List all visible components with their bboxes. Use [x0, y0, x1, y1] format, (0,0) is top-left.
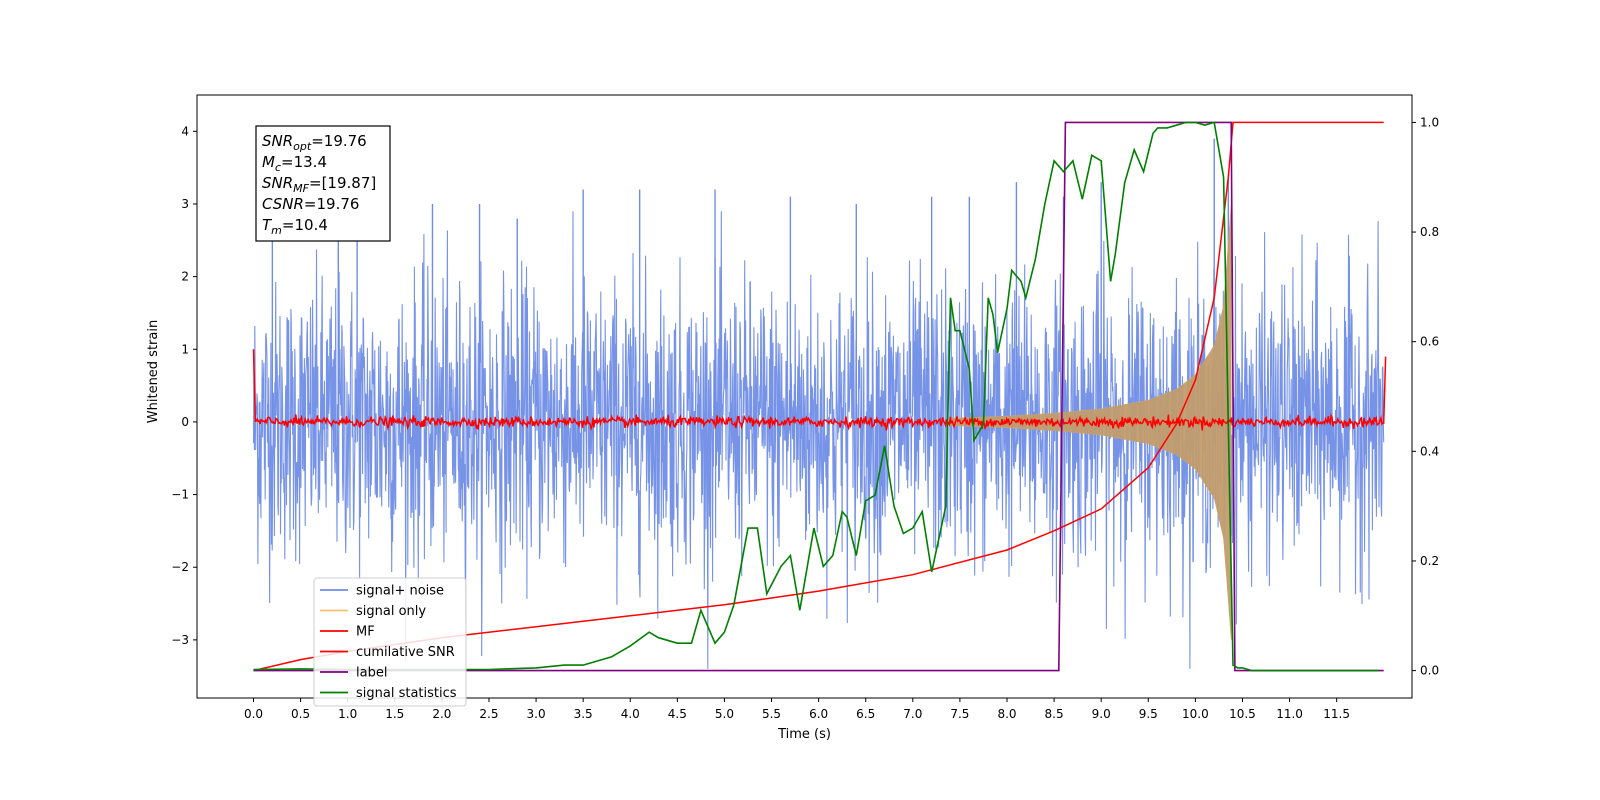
- annotation-symbol: CSNR: [262, 195, 304, 213]
- x-tick-label: 4.0: [621, 707, 640, 721]
- y-left-tick-label: 0: [181, 415, 189, 429]
- y-right-tick-label: 0.2: [1420, 554, 1439, 568]
- annotation-value: =10.4: [282, 216, 328, 234]
- annotation-line: CSNR=19.76: [262, 195, 359, 213]
- x-tick-label: 8.5: [1045, 707, 1064, 721]
- y-left-tick-label: −1: [171, 488, 189, 502]
- y-right-tick-label: 0.8: [1420, 225, 1439, 239]
- annotation-subscript: opt: [293, 140, 312, 153]
- y-right-tick-label: 0.0: [1420, 664, 1439, 678]
- legend-entry-label: signal+ noise: [356, 584, 444, 599]
- x-tick-label: 6.5: [856, 707, 875, 721]
- y-right-tick-label: 0.6: [1420, 335, 1439, 349]
- x-tick-label: 8.0: [997, 707, 1016, 721]
- series-signal-only-envelope: [950, 203, 1232, 640]
- x-tick-label: 5.5: [762, 707, 781, 721]
- y-left-tick-label: 3: [181, 197, 189, 211]
- annotation-symbol: T: [262, 216, 273, 234]
- x-tick-label: 10.0: [1182, 707, 1209, 721]
- axes-frame: [196, 94, 1413, 699]
- y-left-tick-label: −2: [171, 560, 189, 574]
- y-left-tick-label: 4: [181, 124, 189, 138]
- annotation-line: SNRopt=19.76: [262, 132, 367, 153]
- annotation-subscript: m: [271, 224, 282, 237]
- x-tick-label: 2.5: [479, 707, 498, 721]
- y-axis-label: Whitened strain: [146, 320, 161, 423]
- series-signal-statistics-line: [253, 121, 1379, 672]
- x-tick-label: 4.5: [668, 707, 687, 721]
- x-tick-label: 9.5: [1139, 707, 1158, 721]
- series-mf-line: [252, 349, 1387, 432]
- y-left-tick-label: 2: [181, 270, 189, 284]
- annotation-symbol: SNR: [262, 174, 293, 192]
- x-tick-label: 7.5: [950, 707, 969, 721]
- legend-entry-label: MF: [356, 625, 375, 640]
- legend-entry-label: label: [356, 666, 387, 681]
- x-tick-label: 0.0: [244, 707, 263, 721]
- x-tick-label: 1.5: [385, 707, 404, 721]
- annotation-value: =[19.87]: [309, 174, 376, 192]
- legend-entry-label: signal only: [356, 604, 426, 619]
- annotation-symbol: SNR: [262, 132, 293, 150]
- x-tick-label: 9.0: [1092, 707, 1111, 721]
- y-left-tick-label: 1: [181, 342, 189, 356]
- x-axis-label: Time (s): [777, 727, 831, 742]
- annotation-subscript: c: [275, 161, 281, 174]
- y-right-tick-label: 0.4: [1420, 444, 1439, 458]
- annotation-line: Tm=10.4: [262, 216, 328, 237]
- x-tick-label: 11.5: [1323, 707, 1350, 721]
- annotation-box: [255, 125, 391, 242]
- annotation-line: SNRMF=[19.87]: [262, 174, 376, 195]
- x-tick-label: 0.5: [291, 707, 310, 721]
- annotation-line: Mc=13.4: [262, 153, 327, 174]
- x-tick-label: 10.5: [1229, 707, 1256, 721]
- legend-box: [313, 577, 467, 707]
- x-tick-label: 5.0: [715, 707, 734, 721]
- x-tick-label: 1.0: [338, 707, 357, 721]
- x-tick-label: 3.0: [527, 707, 546, 721]
- y-right-tick-label: 1.0: [1420, 115, 1439, 129]
- annotation-value: =19.76: [304, 195, 360, 213]
- x-tick-label: 6.0: [809, 707, 828, 721]
- legend-entry-label: cumilative SNR: [356, 645, 455, 660]
- x-tick-label: 11.0: [1276, 707, 1303, 721]
- annotation-symbol: M: [262, 153, 275, 171]
- legend-entry-label: signal statistics: [356, 686, 457, 701]
- x-tick-label: 7.0: [903, 707, 922, 721]
- x-tick-label: 3.5: [574, 707, 593, 721]
- annotation-value: =19.76: [311, 132, 367, 150]
- x-tick-label: 2.0: [432, 707, 451, 721]
- annotation-subscript: MF: [293, 182, 309, 195]
- y-left-tick-label: −3: [171, 633, 189, 647]
- annotation-value: =13.4: [281, 153, 327, 171]
